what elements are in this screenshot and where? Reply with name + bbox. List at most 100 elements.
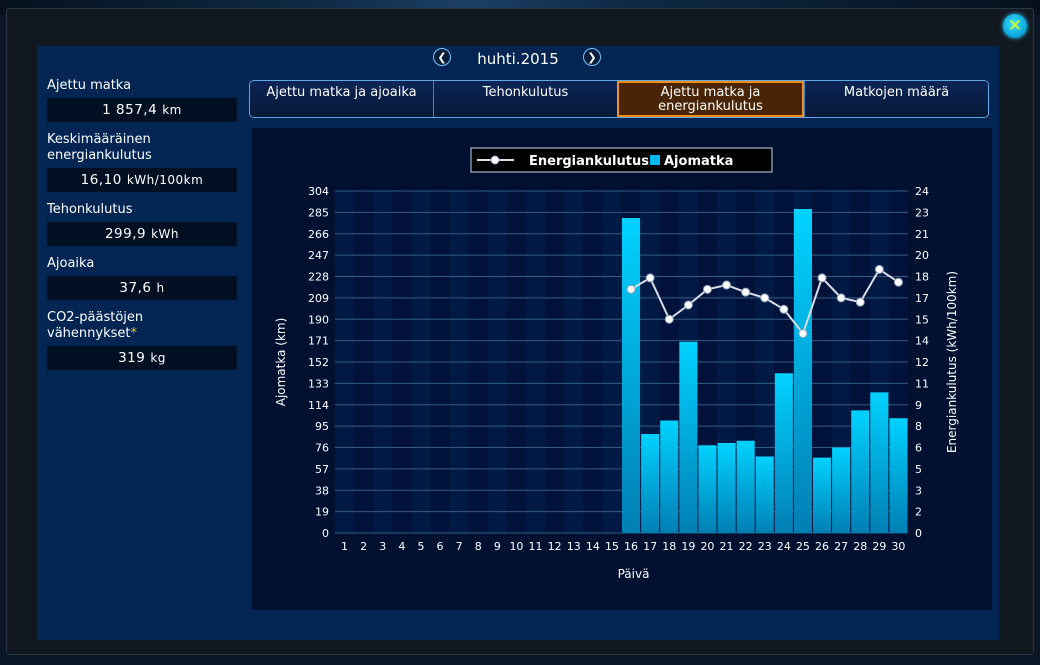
x-tick-label: 28: [853, 540, 867, 553]
stat-value-power: 299,9 kWh: [47, 222, 237, 246]
y2-tick-label: 2: [915, 506, 922, 519]
stat-unit: kWh: [151, 227, 180, 241]
chart-bar: [889, 418, 908, 533]
energy-point: [874, 264, 884, 274]
x-tick-label: 24: [777, 540, 791, 553]
stat-value: 299,9: [104, 226, 147, 242]
y2-tick-label: 8: [915, 420, 922, 433]
month-label: huhti.2015: [477, 50, 559, 68]
chart-bar: [736, 440, 755, 533]
close-icon: ✕: [1007, 15, 1023, 36]
y-tick-label: 133: [308, 377, 329, 390]
tab-trip-count[interactable]: Matkojen määrä: [804, 81, 988, 117]
legend-label-distance: Ajomatka: [664, 154, 733, 169]
x-tick-label: 15: [605, 540, 619, 553]
y2-axis-title: Energiankulutus (kWh/100km): [945, 271, 959, 453]
y-tick-label: 19: [315, 506, 329, 519]
energy-point: [760, 293, 770, 303]
stat-power: Tehonkulutus: [47, 202, 237, 218]
chart-bar: [622, 218, 641, 533]
y2-tick-label: 15: [915, 313, 929, 326]
chart-bar: [641, 434, 660, 533]
x-tick-label: 18: [662, 540, 676, 553]
x-tick-label: 5: [417, 540, 424, 553]
month-navigation: ❮ huhti.2015 ❯: [37, 48, 999, 70]
x-tick-label: 8: [475, 540, 482, 553]
close-button[interactable]: ✕: [1003, 14, 1027, 38]
stat-unit: kWh/100km: [126, 173, 204, 187]
y2-tick-label: 14: [915, 335, 929, 348]
stat-value-drivetime: 37,6 h: [47, 276, 237, 300]
x-tick-label: 25: [796, 540, 810, 553]
x-tick-label: 9: [494, 540, 501, 553]
x-tick-label: 22: [739, 540, 753, 553]
stat-value-energy: 16,10 kWh/100km: [47, 168, 237, 192]
main-panel: ❮ huhti.2015 ❯ Ajettu matka 1 857,4 km Ke…: [37, 46, 999, 640]
chevron-right-icon: ❯: [587, 50, 597, 64]
x-tick-label: 13: [567, 540, 581, 553]
stat-label: Ajoaika: [47, 256, 95, 271]
legend-label-energy: Energiankulutus: [529, 154, 649, 169]
chevron-left-icon: ❮: [437, 50, 447, 64]
stat-energy: Keskimääräinen energiankulutus: [47, 132, 167, 164]
stat-value-co2: 319 kg: [47, 346, 237, 370]
x-tick-label: 27: [834, 540, 848, 553]
tab-label: Ajettu matka ja energiankulutus: [658, 85, 763, 114]
y2-tick-label: 24: [915, 185, 929, 198]
y-tick-label: 228: [308, 271, 329, 284]
energy-point: [893, 277, 903, 287]
energy-point: [645, 273, 655, 283]
stat-drivetime: Ajoaika: [47, 256, 237, 272]
y2-tick-label: 3: [915, 484, 922, 497]
y2-tick-label: 21: [915, 228, 929, 241]
tab-power[interactable]: Tehonkulutus: [433, 81, 617, 117]
stat-label: CO2-päästöjen vähennykset*: [47, 310, 157, 342]
chart-bar: [717, 443, 736, 533]
chart-bar: [870, 392, 889, 533]
x-tick-label: 2: [360, 540, 367, 553]
energy-point: [722, 280, 732, 290]
chart-area: 0 19 38 57 76 95 114 133 152 171 190 209 228 247 266 28…: [252, 128, 992, 610]
energy-point: [683, 300, 693, 310]
y-tick-label: 57: [315, 463, 329, 476]
tab-distance-time[interactable]: Ajettu matka ja ajoaika: [250, 81, 433, 117]
stat-distance: Ajettu matka: [47, 78, 237, 94]
chart-bar: [755, 456, 774, 533]
y-tick-label: 76: [315, 442, 329, 455]
y2-tick-label: 12: [915, 356, 929, 369]
x-tick-label: 16: [624, 540, 638, 553]
x-tick-label: 26: [815, 540, 829, 553]
x-tick-label: 19: [681, 540, 695, 553]
tab-label: Ajettu matka ja ajoaika: [266, 85, 417, 100]
stat-unit: km: [162, 103, 182, 117]
energy-point: [855, 297, 865, 307]
asterisk: *: [130, 326, 137, 341]
tab-distance-energy[interactable]: Ajettu matka ja energiankulutus: [617, 81, 804, 117]
chart-bar: [774, 373, 793, 533]
stat-co2: CO2-päästöjen vähennykset*: [47, 310, 157, 342]
x-tick-label: 30: [891, 540, 905, 553]
x-tick-label: 29: [872, 540, 886, 553]
y2-tick-label: 5: [915, 463, 922, 476]
x-axis-title: Päivä: [618, 567, 650, 581]
stat-label-text: CO2-päästöjen vähennykset: [47, 310, 144, 341]
stats-sidebar: Ajettu matka 1 857,4 km Keskimääräinen en…: [47, 78, 237, 370]
x-tick-label: 6: [437, 540, 444, 553]
energy-point: [702, 284, 712, 294]
next-month-button[interactable]: ❯: [583, 48, 601, 66]
y-tick-label: 266: [308, 228, 329, 241]
energy-point: [836, 293, 846, 303]
prev-month-button[interactable]: ❮: [433, 48, 451, 66]
y-tick-label: 114: [308, 399, 329, 412]
y-tick-label: 38: [315, 484, 329, 497]
energy-point: [664, 314, 674, 324]
stat-unit: kg: [150, 351, 166, 365]
legend-bar-marker: [650, 155, 660, 165]
y2-tick-label: 11: [915, 377, 929, 390]
x-tick-label: 17: [643, 540, 657, 553]
tab-label: Matkojen määrä: [843, 85, 950, 100]
y2-tick-label: 6: [915, 442, 922, 455]
energy-point: [779, 304, 789, 314]
y-tick-label: 0: [322, 527, 329, 540]
legend-point-marker: [490, 155, 500, 165]
